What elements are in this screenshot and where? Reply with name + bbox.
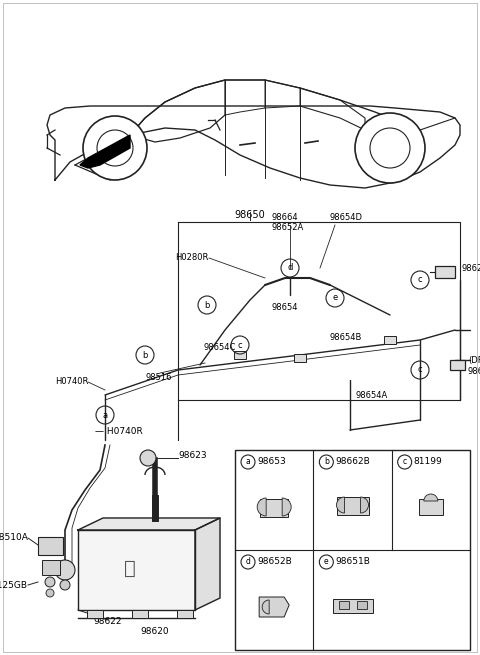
Text: 98654: 98654 [272,303,298,312]
Wedge shape [257,498,266,516]
Text: 98654C: 98654C [204,343,236,352]
Text: c: c [418,276,422,284]
Wedge shape [360,497,369,513]
Text: d: d [246,557,251,567]
Text: 98653: 98653 [257,457,286,466]
Circle shape [83,116,147,180]
Bar [338,601,348,609]
Polygon shape [300,88,365,130]
Bar [336,497,369,515]
Text: b: b [204,301,210,310]
Bar [38,537,63,555]
Bar [419,499,443,515]
Wedge shape [424,494,438,501]
Bar [42,560,60,575]
Text: e: e [332,293,337,303]
Polygon shape [225,80,265,115]
Text: (DRIVER): (DRIVER) [468,356,480,364]
Wedge shape [262,600,269,614]
Text: 98654A: 98654A [355,390,387,400]
Polygon shape [130,80,225,142]
Text: d: d [288,263,293,272]
Circle shape [355,113,425,183]
Text: e: e [324,557,329,567]
Text: c: c [403,457,407,466]
Text: 98664: 98664 [272,214,299,223]
Text: 98652B: 98652B [257,557,292,567]
Wedge shape [336,497,345,513]
Text: a: a [102,411,108,419]
Circle shape [45,577,55,587]
Bar [234,351,246,359]
Text: c: c [418,365,422,375]
Polygon shape [265,80,300,108]
Circle shape [140,450,156,466]
Polygon shape [195,518,220,610]
Circle shape [46,589,54,597]
Bar [450,360,465,370]
Text: 98516: 98516 [145,373,171,383]
Text: 98510A: 98510A [0,534,28,542]
Circle shape [60,580,70,590]
Bar [132,610,148,618]
Text: 81199: 81199 [414,457,443,466]
Polygon shape [78,530,195,610]
Text: 1125GB: 1125GB [0,580,28,590]
Text: 98654B: 98654B [330,333,362,343]
Polygon shape [259,597,289,617]
Bar [357,601,367,609]
Polygon shape [80,135,130,168]
Text: 98662B: 98662B [336,457,370,466]
Text: 98620A: 98620A [468,367,480,377]
Text: b: b [142,350,148,360]
Bar [294,354,306,362]
Bar [235,450,470,650]
Text: a: a [246,457,251,466]
Text: 98654D: 98654D [330,214,363,223]
Bar [435,266,455,278]
Text: c: c [238,341,242,350]
Text: 98650: 98650 [235,210,265,220]
Bar [260,499,288,517]
Text: 98651B: 98651B [336,557,370,567]
Polygon shape [78,518,220,530]
Wedge shape [282,498,291,516]
Bar [87,610,103,618]
Text: 98620: 98620 [141,627,169,637]
Text: b: b [324,457,329,466]
Text: 98622: 98622 [94,618,122,626]
Bar [177,610,193,618]
Bar [384,336,396,344]
Text: 98623: 98623 [178,451,206,460]
Text: ⎕: ⎕ [124,559,136,578]
Text: H0740R: H0740R [55,377,88,386]
Bar [333,599,372,613]
Text: 98652A: 98652A [272,223,304,233]
Circle shape [55,560,75,580]
Text: H0280R: H0280R [175,253,208,263]
Text: 98620A(PASS): 98620A(PASS) [462,263,480,272]
Text: — H0740R: — H0740R [95,428,143,436]
